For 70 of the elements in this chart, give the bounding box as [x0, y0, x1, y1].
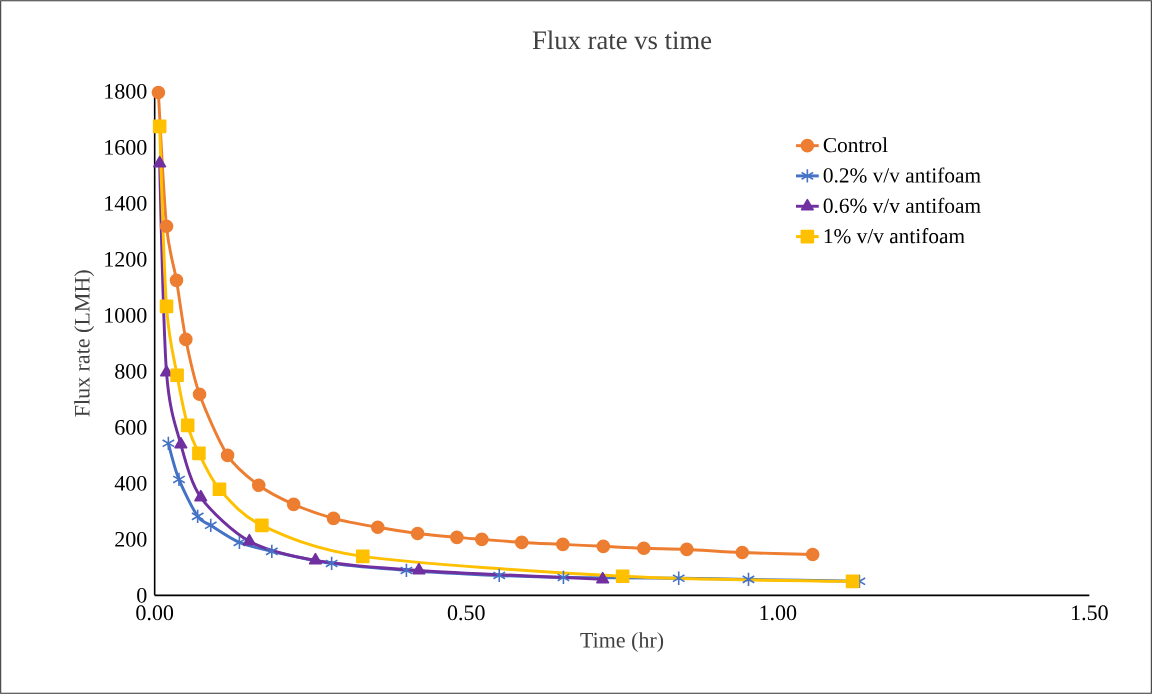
point	[220, 448, 235, 463]
y-tick-label: 800	[115, 363, 147, 379]
legend-label: 1% v/v antifoam	[824, 228, 965, 244]
point	[286, 497, 301, 512]
point	[412, 562, 426, 575]
point	[596, 571, 610, 584]
point	[170, 368, 184, 383]
y-tick-label: 1200	[105, 251, 147, 267]
point	[492, 567, 506, 583]
chart-title: Flux rate vs time	[532, 30, 712, 50]
point	[204, 517, 218, 533]
point	[169, 273, 184, 288]
point	[265, 543, 279, 559]
point	[596, 539, 611, 554]
point	[192, 387, 207, 402]
point	[179, 332, 193, 347]
point	[172, 471, 186, 487]
point	[370, 520, 385, 535]
point	[192, 446, 206, 461]
point	[212, 482, 227, 497]
legend-label: 0.2% v/v antifoam	[823, 167, 981, 183]
point	[735, 545, 750, 560]
point	[410, 526, 425, 541]
point	[152, 119, 167, 134]
point	[615, 569, 630, 584]
y-tick-label: 400	[114, 475, 147, 491]
point	[672, 570, 686, 586]
y-tick-label: 200	[115, 531, 147, 547]
point	[741, 571, 756, 587]
point	[450, 530, 464, 545]
point	[161, 435, 175, 451]
point	[475, 532, 489, 547]
point	[556, 569, 571, 585]
point	[308, 552, 323, 565]
point	[174, 436, 188, 449]
legend-label: 0.6% v/v antifoam	[823, 197, 981, 214]
point	[194, 489, 208, 502]
y-tick-label: 1000	[105, 307, 147, 323]
point	[242, 533, 256, 546]
y-tick-label: 1800	[105, 83, 147, 99]
point	[556, 537, 570, 552]
point	[399, 562, 413, 578]
y-tick-label: 1400	[105, 195, 147, 211]
y-axis-title: Flux rate (LMH)	[74, 270, 95, 417]
point	[326, 511, 341, 526]
point	[680, 542, 694, 557]
point	[514, 535, 529, 550]
point	[845, 574, 860, 589]
point	[355, 549, 370, 564]
point	[325, 555, 339, 571]
x-tick-label: 0.50	[447, 605, 485, 621]
point	[191, 508, 205, 524]
x-tick-label: 1.50	[1072, 605, 1108, 621]
point	[151, 85, 166, 100]
legend-label: Control	[823, 137, 888, 153]
point	[255, 518, 269, 533]
point	[153, 155, 167, 168]
point	[159, 299, 174, 314]
y-tick-label: 0	[137, 587, 147, 603]
x-tick-label: 1.00	[760, 605, 797, 621]
point	[251, 478, 266, 493]
point	[637, 541, 651, 556]
point	[232, 534, 246, 550]
point	[159, 219, 174, 234]
y-tick-label: 1600	[105, 139, 147, 155]
point	[805, 547, 820, 562]
x-tick-label: 0.00	[136, 605, 174, 621]
point	[180, 418, 195, 433]
y-tick-label: 600	[115, 419, 147, 435]
x-axis-title: Time (hr)	[580, 632, 664, 653]
